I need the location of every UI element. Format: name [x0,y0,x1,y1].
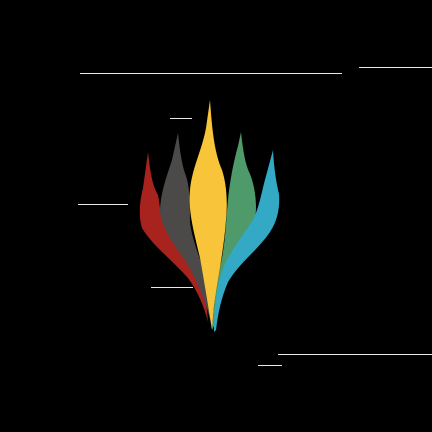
logo-white-petal [189,100,227,330]
logo-red-petal [139,152,208,322]
divider-line [278,354,432,355]
divider-line [359,67,432,68]
divider-line [170,118,192,119]
logo-blue-petal [214,150,280,332]
divider-line [78,204,128,205]
logo-black-petal [160,133,212,328]
divider-line [258,365,282,366]
divider-line [80,73,342,74]
divider-line [151,287,193,288]
